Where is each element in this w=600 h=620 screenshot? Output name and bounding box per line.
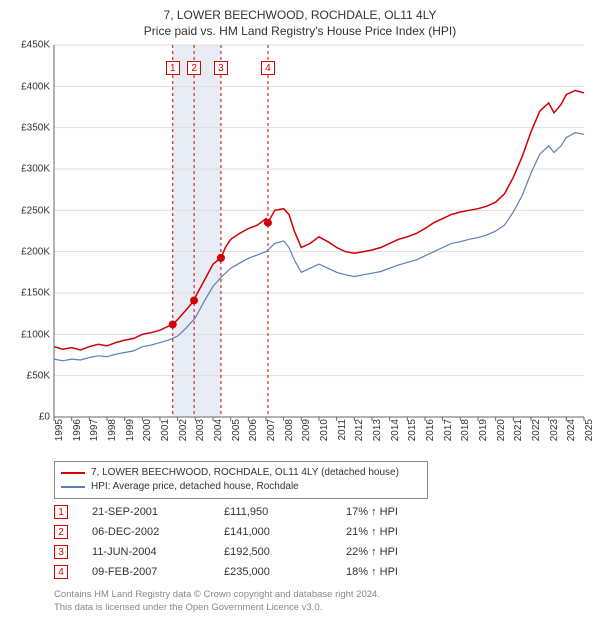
legend-swatch-blue [61, 486, 85, 488]
y-axis-label: £200K [21, 246, 54, 257]
title-subtitle: Price paid vs. HM Land Registry's House … [10, 24, 590, 40]
x-axis-label: 2018 [460, 419, 471, 441]
sale-price: £111,950 [224, 506, 334, 518]
legend-label-blue: HPI: Average price, detached house, Roch… [91, 480, 299, 494]
x-axis-label: 2017 [443, 419, 454, 441]
plot-svg [54, 45, 584, 417]
y-axis-label: £0 [39, 412, 54, 423]
y-axis-label: £100K [21, 329, 54, 340]
x-axis-label: 2008 [284, 419, 295, 441]
x-axis-label: 2006 [248, 419, 259, 441]
x-axis-label: 2014 [390, 419, 401, 441]
x-axis-label: 2019 [478, 419, 489, 441]
legend: 7, LOWER BEECHWOOD, ROCHDALE, OL11 4LY (… [54, 461, 428, 499]
x-axis-label: 2010 [319, 419, 330, 441]
sale-row-marker: 3 [54, 545, 68, 559]
x-axis-label: 2002 [178, 419, 189, 441]
x-axis-label: 2009 [301, 419, 312, 441]
x-axis-label: 2024 [566, 419, 577, 441]
x-axis-label: 1999 [125, 419, 136, 441]
sale-row-marker: 4 [54, 565, 68, 579]
x-axis-label: 2020 [496, 419, 507, 441]
sale-row-marker: 2 [54, 525, 68, 539]
x-axis-label: 1995 [54, 419, 65, 441]
x-axis-label: 1996 [72, 419, 83, 441]
title-address: 7, LOWER BEECHWOOD, ROCHDALE, OL11 4LY [10, 8, 590, 24]
x-axis-label: 2022 [531, 419, 542, 441]
y-axis-label: £450K [21, 40, 54, 51]
sale-marker-2: 2 [187, 61, 201, 75]
footer: Contains HM Land Registry data © Crown c… [54, 589, 590, 614]
x-axis-label: 2007 [266, 419, 277, 441]
sale-price: £141,000 [224, 526, 334, 538]
footer-line1: Contains HM Land Registry data © Crown c… [54, 589, 590, 601]
legend-swatch-red [61, 472, 85, 474]
sale-date: 21-SEP-2001 [92, 506, 212, 518]
x-axis-label: 2004 [213, 419, 224, 441]
y-axis-label: £50K [27, 370, 54, 381]
chart: £0£50K£100K£150K£200K£250K£300K£350K£400… [10, 45, 590, 417]
sale-delta: 21% ↑ HPI [346, 526, 456, 538]
x-axis-label: 2011 [337, 419, 348, 441]
sale-date: 09-FEB-2007 [92, 566, 212, 578]
sale-marker-4: 4 [261, 61, 275, 75]
x-axis-label: 2015 [407, 419, 418, 441]
plot-area: £0£50K£100K£150K£200K£250K£300K£350K£400… [54, 45, 584, 417]
sale-marker-1: 1 [166, 61, 180, 75]
x-axis-label: 2000 [142, 419, 153, 441]
x-axis-label: 2013 [372, 419, 383, 441]
sale-delta: 22% ↑ HPI [346, 546, 456, 558]
sales-table: 1 21-SEP-2001 £111,950 17% ↑ HPI 2 06-DEC-200… [54, 505, 590, 579]
footer-line2: This data is licensed under the Open Gov… [54, 602, 590, 614]
sale-delta: 17% ↑ HPI [346, 506, 456, 518]
sale-row-marker: 1 [54, 505, 68, 519]
sale-date: 06-DEC-2002 [92, 526, 212, 538]
y-axis-label: £400K [21, 81, 54, 92]
y-axis-label: £250K [21, 205, 54, 216]
x-axis-label: 2012 [354, 419, 365, 441]
x-axis-label: 2001 [160, 419, 171, 441]
y-axis-label: £150K [21, 288, 54, 299]
y-axis-label: £350K [21, 122, 54, 133]
y-axis-label: £300K [21, 164, 54, 175]
x-axis-label: 2003 [195, 419, 206, 441]
x-axis-label: 1998 [107, 419, 118, 441]
x-axis-label: 2021 [513, 419, 524, 441]
x-axis-label: 2025 [584, 419, 595, 441]
sale-date: 11-JUN-2004 [92, 546, 212, 558]
sale-delta: 18% ↑ HPI [346, 566, 456, 578]
x-axis-labels: 1995 1996 1997 1998 1999 2000 2001 2002 2003 2004… [54, 417, 584, 455]
legend-label-red: 7, LOWER BEECHWOOD, ROCHDALE, OL11 4LY (… [91, 466, 399, 480]
sale-price: £235,000 [224, 566, 334, 578]
x-axis-label: 2023 [549, 419, 560, 441]
x-axis-label: 2016 [425, 419, 436, 441]
sale-price: £192,500 [224, 546, 334, 558]
legend-row-blue: HPI: Average price, detached house, Roch… [61, 480, 421, 494]
sale-marker-3: 3 [214, 61, 228, 75]
legend-row-red: 7, LOWER BEECHWOOD, ROCHDALE, OL11 4LY (… [61, 466, 421, 480]
x-axis-label: 2005 [231, 419, 242, 441]
x-axis-label: 1997 [89, 419, 100, 441]
